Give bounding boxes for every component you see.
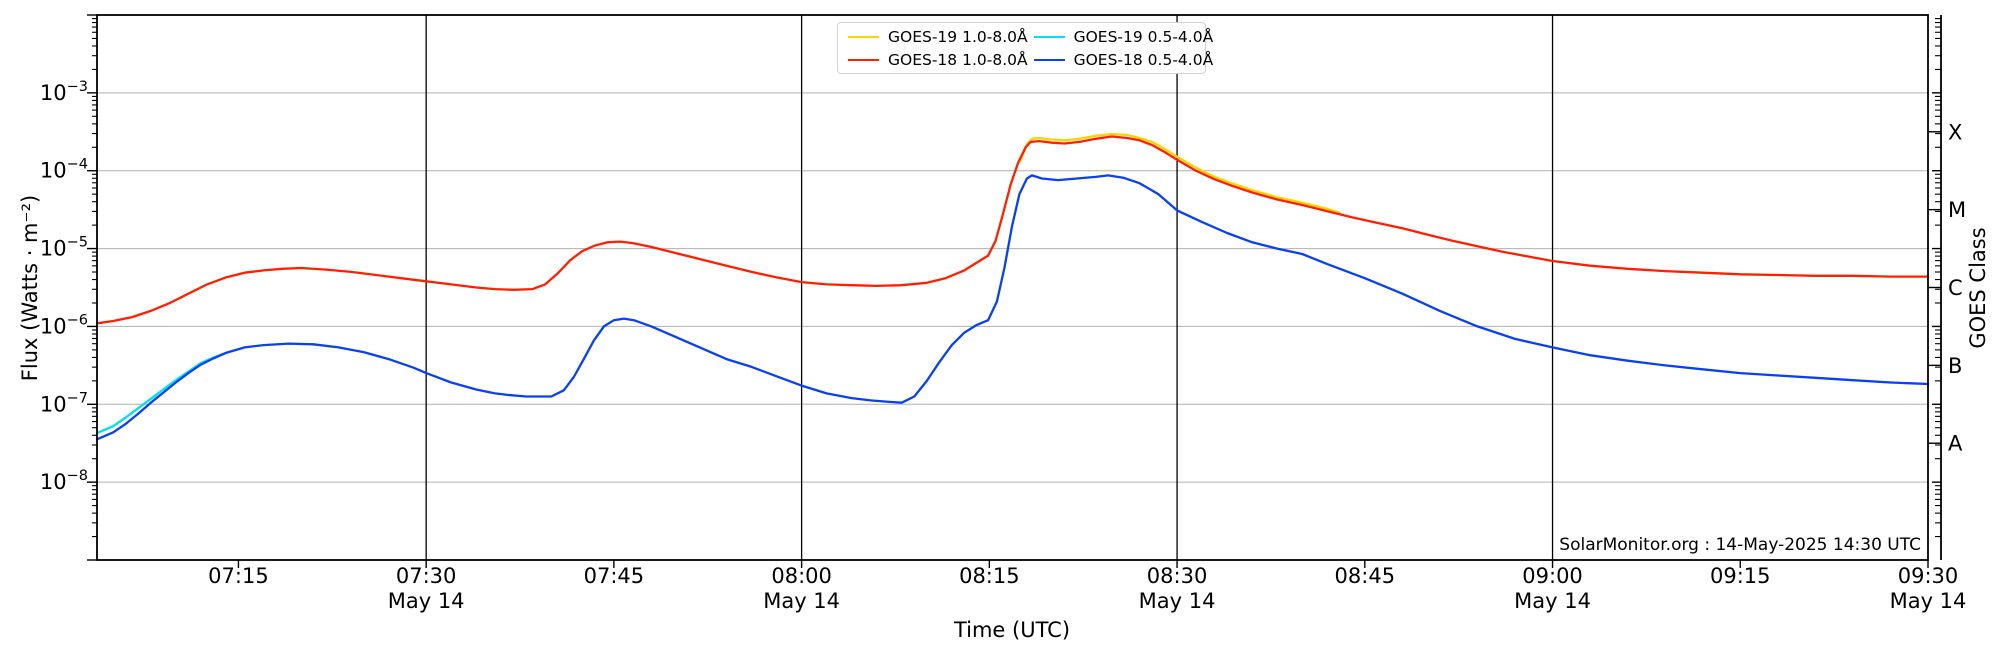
legend-line-swatch-goes18-short — [1033, 58, 1065, 61]
svg-text:A: A — [1948, 432, 1963, 456]
svg-text:10−7: 10−7 — [40, 390, 88, 416]
legend: GOES-19 1.0-8.0Å GOES-18 1.0-8.0Å GOES-1… — [837, 22, 1213, 74]
legend-item-label: GOES-18 1.0-8.0Å — [888, 50, 1028, 69]
legend-item: GOES-19 1.0-8.0Å — [842, 25, 1028, 48]
svg-text:10−8: 10−8 — [40, 468, 88, 494]
svg-text:08:45: 08:45 — [1335, 564, 1396, 588]
svg-text:May 14: May 14 — [388, 589, 465, 613]
svg-text:08:15: 08:15 — [959, 564, 1020, 588]
svg-text:C: C — [1948, 276, 1963, 300]
svg-text:May 14: May 14 — [1139, 589, 1216, 613]
legend-line-swatch-goes19-long — [848, 35, 879, 38]
svg-text:07:45: 07:45 — [584, 564, 645, 588]
solarmonitor-timestamp: SolarMonitor.org : 14-May-2025 14:30 UTC — [1559, 535, 1921, 555]
legend-item-label: GOES-18 0.5-4.0Å — [1073, 50, 1214, 69]
svg-text:10−4: 10−4 — [40, 157, 88, 183]
svg-text:10−3: 10−3 — [40, 79, 88, 105]
svg-text:09:00: 09:00 — [1522, 564, 1583, 588]
svg-text:May 14: May 14 — [1514, 589, 1591, 613]
svg-text:08:00: 08:00 — [771, 564, 832, 588]
svg-text:May 14: May 14 — [1890, 589, 1967, 613]
legend-item: GOES-19 0.5-4.0Å — [1028, 25, 1214, 48]
svg-text:07:15: 07:15 — [208, 564, 269, 588]
svg-text:10−6: 10−6 — [40, 312, 88, 338]
legend-item: GOES-18 0.5-4.0Å — [1028, 48, 1214, 71]
svg-text:09:30: 09:30 — [1898, 564, 1959, 588]
svg-text:B: B — [1948, 354, 1962, 378]
svg-text:08:30: 08:30 — [1147, 564, 1208, 588]
svg-text:M: M — [1948, 198, 1966, 222]
svg-text:May 14: May 14 — [763, 589, 840, 613]
legend-line-swatch-goes18-long — [848, 58, 879, 61]
legend-line-swatch-goes19-short — [1033, 35, 1065, 38]
right-axis-label-goes-class: GOES Class — [1966, 227, 1990, 349]
y-axis-label-flux: Flux (Watts · m⁻²) — [18, 194, 42, 382]
svg-text:09:15: 09:15 — [1710, 564, 1771, 588]
x-axis-label-time: Time (UTC) — [953, 618, 1071, 642]
svg-text:10−5: 10−5 — [40, 235, 88, 261]
legend-item-label: GOES-19 1.0-8.0Å — [888, 27, 1028, 46]
legend-item: GOES-18 1.0-8.0Å — [842, 48, 1028, 71]
legend-item-label: GOES-19 0.5-4.0Å — [1073, 27, 1214, 46]
svg-text:07:30: 07:30 — [396, 564, 457, 588]
svg-text:X: X — [1948, 120, 1962, 144]
